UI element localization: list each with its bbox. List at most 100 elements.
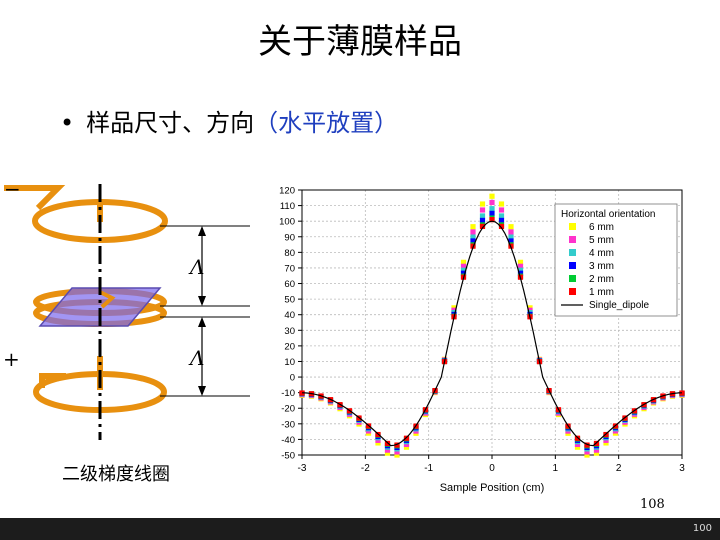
chart-marks [299, 193, 685, 458]
data-point-5mm [498, 207, 505, 213]
data-point-6mm [460, 259, 467, 265]
arrowhead-icon [198, 226, 206, 236]
plus-sign: + [3, 347, 20, 371]
upper-lead [4, 185, 66, 211]
data-point-3mm [460, 270, 467, 276]
data-point-4mm [498, 213, 505, 219]
data-point-3mm [498, 217, 505, 224]
data-point-6mm [479, 201, 486, 207]
legend-swatch [569, 223, 576, 230]
minus-sign: − [4, 177, 21, 201]
legend-swatch [569, 275, 576, 282]
data-point-6mm [489, 193, 495, 199]
arrowhead-icon [198, 386, 206, 396]
x-axis-label: Sample Position (cm) [440, 482, 545, 494]
legend-box [554, 203, 678, 317]
data-point-4mm [460, 267, 467, 273]
chart-legend: Horizontal orientation 6 mm 5 mm 4 mm 3 mm 2 … [554, 203, 678, 317]
data-point-6mm [384, 450, 391, 456]
data-point-5mm [394, 449, 400, 455]
lower-lead [39, 373, 66, 388]
data-point-5mm [479, 207, 486, 213]
data-point-3mm [517, 270, 524, 276]
data-point-4mm [517, 267, 524, 273]
data-point-5mm [584, 449, 590, 455]
data-point-5mm [574, 441, 581, 448]
footer-number: 100 [692, 523, 712, 534]
y-tick-label: -20 [281, 404, 295, 415]
gradient-chart: -50-40-30-20-100102030405060708090100110… [279, 186, 685, 495]
legend-label: 6 mm [589, 222, 614, 233]
data-point-6mm [517, 259, 524, 265]
y-tick-label: -40 [281, 435, 295, 446]
y-tick-label: 0 [290, 373, 295, 384]
bullet-line: • 样品尺寸、方向（水平放置） [60, 103, 398, 138]
data-point-6mm [584, 452, 590, 458]
data-point-5mm [460, 263, 467, 269]
x-tick-label: -3 [298, 463, 307, 474]
y-tick-label: 30 [284, 326, 295, 337]
lambda-upper: Λ [188, 255, 204, 279]
data-point-5mm [517, 263, 524, 269]
data-point-6mm [593, 450, 600, 456]
x-tick-label: 1 [553, 463, 559, 474]
legend-label: 3 mm [589, 261, 614, 272]
data-point-5mm [489, 199, 495, 206]
data-point-1mm [498, 223, 505, 229]
series-line-single-dipole [301, 220, 683, 447]
data-point-3mm [489, 210, 495, 216]
y-tick-label: 20 [284, 341, 295, 352]
x-tick-label: 0 [489, 463, 495, 474]
legend-swatch [569, 288, 576, 295]
coil-label: 二级梯度线圈 [62, 464, 170, 485]
y-tick-label: -10 [281, 388, 295, 399]
data-point-6mm [508, 224, 514, 230]
legend-swatch [569, 262, 576, 269]
sample-plate [38, 287, 162, 327]
data-point-3mm [479, 217, 486, 224]
x-tick-label: -2 [361, 463, 370, 474]
y-tick-label: -30 [281, 419, 295, 430]
subtitle-paren: （水平放置） [254, 109, 399, 137]
y-tick-label: 120 [279, 186, 295, 197]
legend-swatch [569, 249, 576, 256]
plot-frame [301, 189, 683, 456]
y-tick-label: 60 [284, 279, 295, 290]
y-tick-label: 90 [284, 232, 295, 243]
legend-label: 4 mm [589, 248, 614, 259]
chart-axes: -50-40-30-20-100102030405060708090100110… [279, 186, 685, 475]
data-point-6mm [498, 201, 505, 207]
y-tick-label: 110 [280, 201, 295, 212]
data-point-5mm [384, 447, 391, 453]
legend-title: Horizontal orientation [561, 209, 656, 220]
data-point-4mm [508, 234, 514, 240]
data-point-1mm [584, 442, 590, 448]
data-point-5mm [593, 447, 600, 453]
data-point-1mm [489, 217, 495, 223]
y-tick-label: 80 [284, 248, 295, 259]
slide-title: 关于薄膜样品 [258, 22, 462, 62]
legend-label: Single_dipole [589, 300, 649, 311]
arrowhead-icon [198, 296, 206, 306]
arrowhead-icon [198, 317, 206, 327]
x-tick-label: 2 [616, 463, 622, 474]
data-point-5mm [508, 229, 514, 235]
footer-bar: 100 [0, 518, 720, 540]
data-point-4mm [489, 206, 495, 212]
subtitle-main: 样品尺寸、方向 [86, 109, 255, 137]
data-point-6mm [394, 452, 400, 458]
legend-label: 5 mm [589, 235, 614, 246]
plate-connector [99, 290, 116, 309]
page-number: 108 [640, 497, 665, 512]
x-tick-label: 3 [679, 463, 685, 474]
dimension-markers [160, 225, 250, 397]
x-tick-label: -1 [424, 463, 433, 474]
legend-label: 2 mm [589, 274, 614, 285]
data-point-4mm [479, 213, 486, 219]
y-tick-label: 100 [279, 217, 295, 228]
y-tick-label: 50 [284, 295, 295, 306]
y-tick-label: -50 [281, 451, 295, 462]
bullet-icon: • [60, 109, 75, 137]
data-point-5mm [403, 441, 410, 448]
data-point-3mm [508, 238, 514, 244]
